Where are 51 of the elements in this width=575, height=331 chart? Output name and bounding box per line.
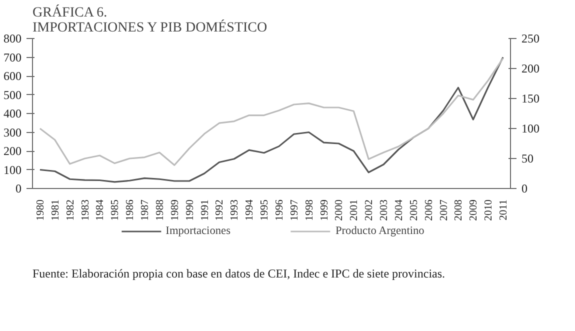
x-tick-label: 2011	[498, 199, 510, 220]
y2-tick-label: 250	[522, 32, 540, 46]
y-tick-label: 500	[4, 88, 22, 102]
y-tick-label: 0	[16, 182, 22, 196]
y2-tick-label: 0	[522, 182, 528, 196]
x-tick-label: 1988	[154, 200, 166, 221]
x-tick-label: 1995	[260, 200, 271, 221]
source-note: Fuente: Elaboración propia con base en datos de CEI, Indec e IPC de siete provincias.	[32, 266, 446, 281]
x-tick-label: 2002	[364, 200, 376, 221]
x-tick-label: 1992	[214, 200, 226, 221]
y-tick-label: 800	[4, 32, 22, 46]
x-tick-label: 2001	[349, 200, 360, 221]
y-tick-label: 400	[4, 106, 22, 120]
chart-title: GRÁFICA 6. IMPORTACIONES Y PIB DOMÉSTICO	[32, 4, 268, 36]
x-tick-label: 2009	[468, 200, 480, 221]
x-tick-label: 2010	[484, 200, 495, 221]
x-tick-label: 1985	[110, 200, 122, 221]
legend-label: Importaciones	[166, 225, 230, 237]
y-tick-label: 100	[4, 162, 22, 177]
x-tick-label: 1982	[65, 200, 76, 221]
y2-tick-label: 100	[522, 122, 540, 136]
y2-tick-label: 150	[522, 92, 540, 106]
x-tick-label: 1999	[319, 200, 330, 221]
x-tick-label: 1983	[80, 200, 92, 221]
x-tick-label: 1986	[125, 198, 136, 221]
y2-tick-label: 200	[522, 62, 540, 76]
y-tick-label: 700	[4, 50, 22, 64]
x-tick-label: 1989	[170, 200, 181, 221]
x-tick-label: 1993	[230, 200, 241, 221]
x-tick-label: 1998	[304, 200, 316, 221]
x-tick-label: 1980	[35, 200, 46, 221]
y-tick-label: 200	[4, 144, 22, 158]
x-tick-label: 2004	[394, 198, 405, 221]
x-tick-label: 2008	[454, 200, 465, 221]
x-tick-label: 1987	[140, 198, 152, 221]
y-tick-label: 600	[4, 69, 22, 83]
x-tick-label: 1991	[200, 200, 211, 221]
x-tick-label: 1984	[95, 198, 106, 221]
x-tick-label: 1997	[289, 198, 300, 221]
x-tick-label: 2003	[379, 200, 390, 221]
x-tick-label: 2000	[334, 200, 346, 221]
x-tick-label: 1990	[184, 200, 196, 221]
x-tick-label: 2007	[438, 198, 450, 221]
x-tick-label: 2006	[424, 198, 435, 221]
x-tick-label: 1994	[244, 198, 256, 221]
x-tick-label: 1981	[50, 200, 62, 221]
x-tick-label: 2005	[408, 200, 420, 221]
y-tick-label: 300	[4, 125, 22, 140]
x-tick-label: 1996	[274, 198, 286, 221]
legend-label: Producto Argentino	[335, 225, 424, 237]
y2-tick-label: 50	[522, 152, 534, 166]
